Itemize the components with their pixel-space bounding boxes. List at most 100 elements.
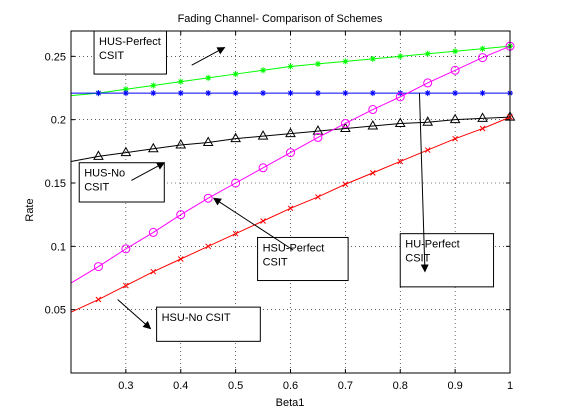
axis-ticks: 0.3 0.4 0.5 0.6 0.7 0.8 0.9 1 0.05 0.1 0.15 0.2 0.25	[45, 31, 513, 392]
annotation-text: CSIT	[99, 50, 124, 62]
data-point	[479, 45, 486, 52]
annotation-text: HSU-Perfect	[263, 242, 325, 254]
data-point	[176, 210, 186, 220]
data-point	[232, 230, 239, 237]
data-point	[315, 194, 321, 200]
annotation-arrow	[117, 299, 152, 330]
annotation-arrow	[131, 162, 165, 181]
data-point	[478, 53, 488, 63]
data-point	[369, 90, 376, 97]
data-point	[231, 178, 241, 188]
y-tick-label: 0.2	[51, 115, 66, 127]
annotation-hus-no-csit: HUS-No CSIT	[78, 162, 165, 203]
x-tick-label: 0.9	[447, 380, 462, 392]
data-point	[424, 147, 431, 153]
data-point	[287, 90, 294, 97]
data-point	[150, 82, 157, 89]
data-point	[367, 119, 379, 130]
data-point	[452, 48, 459, 55]
data-point	[342, 90, 349, 97]
data-point	[479, 125, 486, 132]
y-tick-label: 0.05	[45, 305, 66, 317]
data-point	[340, 118, 350, 128]
data-point	[148, 227, 158, 237]
y-tick-label: 0.25	[45, 51, 66, 63]
data-point	[342, 58, 349, 65]
y-tick-label: 0.15	[45, 178, 66, 190]
data-point	[257, 130, 269, 140]
data-point	[122, 90, 129, 97]
data-point	[287, 63, 294, 70]
annotation-hsu-no-csit: HSU-No CSIT	[117, 299, 261, 342]
data-point	[260, 67, 267, 74]
data-point	[120, 146, 132, 157]
data-point	[369, 55, 376, 62]
series-group	[70, 41, 516, 313]
annotation-text: CSIT	[84, 182, 109, 194]
data-point	[121, 244, 131, 254]
x-tick-label: 1	[507, 380, 513, 392]
data-point	[150, 268, 157, 275]
annotation-box	[399, 233, 495, 288]
data-point	[123, 282, 129, 289]
y-tick-label: 0.1	[51, 241, 66, 253]
data-point	[203, 193, 213, 203]
annotation-text: CSIT	[405, 253, 430, 265]
annotation-text: HUS-Perfect	[99, 36, 161, 48]
data-point	[205, 74, 212, 81]
annotation-hus-perfect-csit: HUS-Perfect CSIT	[93, 30, 226, 75]
data-point	[286, 148, 295, 158]
data-point	[424, 50, 431, 57]
data-point	[205, 243, 212, 250]
annotation-hu-perfect-csit: HU-Perfect CSIT	[399, 93, 495, 288]
annotation-arrow	[418, 93, 429, 273]
data-point	[260, 90, 267, 97]
data-point	[422, 116, 434, 126]
series-line	[70, 116, 511, 162]
data-point	[258, 163, 268, 173]
x-tick-label: 0.8	[393, 380, 408, 392]
data-point	[313, 132, 323, 142]
data-point	[177, 256, 184, 262]
x-axis-label: Beta1	[276, 397, 305, 409]
data-point	[369, 170, 376, 176]
y-axis-label: Rate	[24, 198, 36, 221]
data-point	[423, 78, 433, 88]
data-point	[452, 90, 459, 97]
data-point	[175, 138, 187, 149]
data-point	[260, 218, 266, 224]
annotation-box	[78, 162, 165, 203]
data-point	[340, 122, 351, 133]
data-point	[394, 117, 406, 127]
annotation-box	[93, 30, 167, 75]
data-point	[395, 92, 405, 102]
data-point	[424, 90, 431, 97]
data-point	[202, 136, 214, 146]
data-point	[450, 65, 460, 75]
data-point	[205, 90, 212, 97]
data-point	[93, 262, 103, 272]
x-tick-label: 0.6	[283, 380, 298, 392]
data-point	[95, 296, 102, 303]
data-point	[232, 71, 239, 78]
data-point	[397, 53, 404, 60]
data-point	[95, 90, 102, 97]
annotation-text: HSU-No CSIT	[162, 312, 231, 324]
data-point	[342, 181, 349, 188]
data-point	[147, 142, 159, 153]
data-point	[230, 132, 241, 143]
data-point	[93, 150, 104, 160]
data-point	[477, 112, 488, 122]
annotation-hsu-perfect-csit: HSU-Perfect CSIT	[213, 197, 349, 282]
annotations-group: HUS-Perfect CSIT HUS-No CSIT HSU-Perfect CSIT…	[78, 30, 495, 342]
x-tick-label: 0.4	[173, 380, 188, 392]
data-point	[177, 90, 184, 97]
annotation-arrow	[191, 47, 226, 66]
data-point	[368, 105, 378, 115]
series-hsu-no-csit	[70, 114, 513, 313]
data-point	[314, 90, 321, 97]
annotation-text: HU-Perfect	[405, 239, 459, 251]
data-point	[479, 90, 486, 97]
series-line	[70, 45, 511, 284]
